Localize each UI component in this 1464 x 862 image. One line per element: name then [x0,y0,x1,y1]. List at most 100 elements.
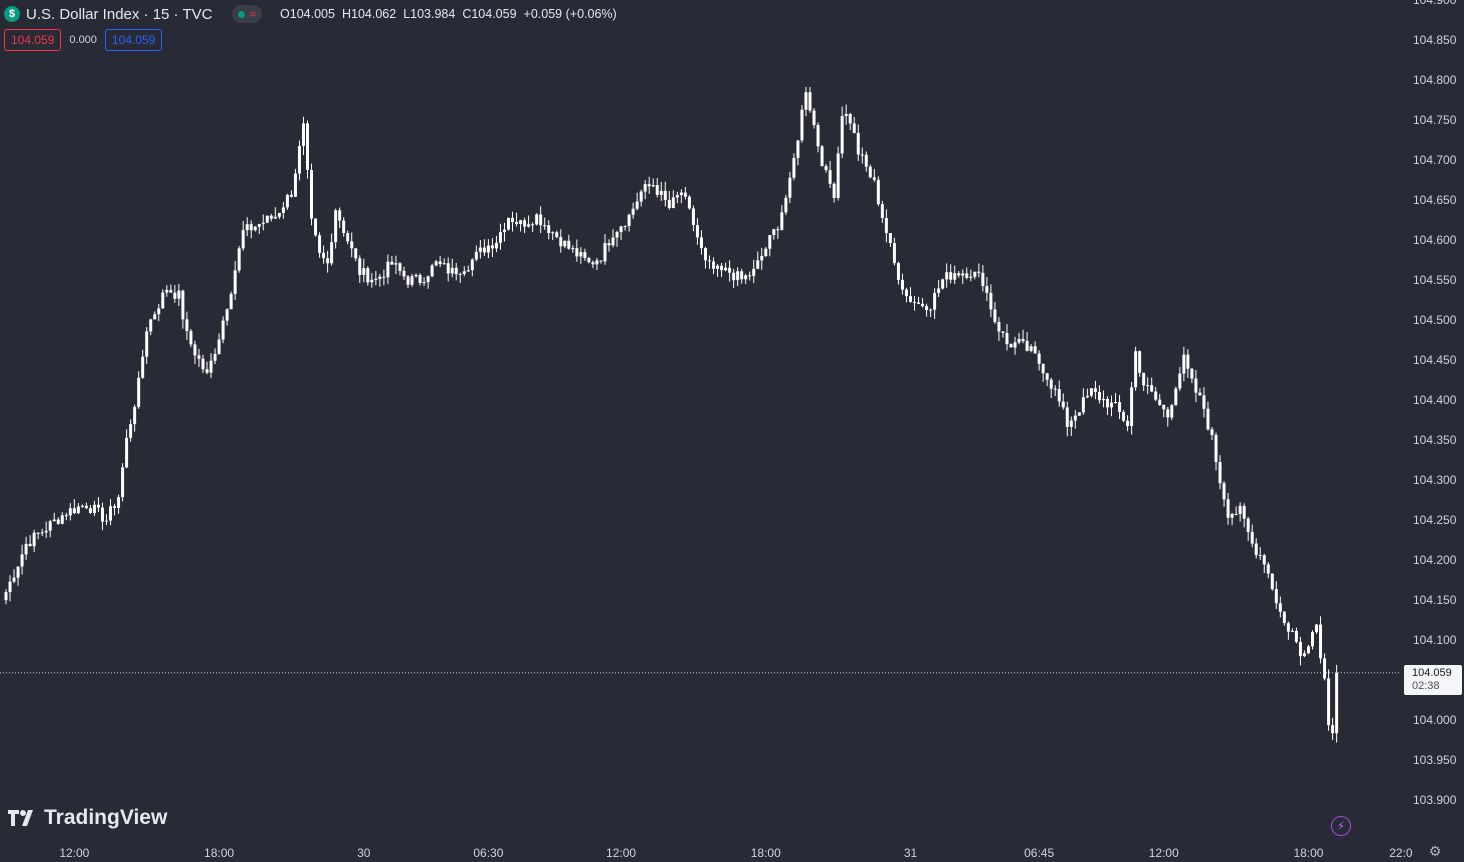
symbol-header: $ U.S. Dollar Index · 15 · TVC ≈ O104.00… [4,3,617,25]
candle-body [816,124,820,147]
y-tick-label: 104.750 [1413,113,1457,127]
candle-body [1089,388,1093,396]
candle-body [651,185,655,187]
tradingview-logo[interactable]: TradingView [8,806,167,830]
candle-body [953,273,957,280]
y-tick-label: 104.200 [1413,553,1457,567]
candle-body [12,577,16,582]
candle-body [977,271,981,273]
lightning-icon[interactable]: ⚡ [1331,816,1351,836]
candle-body [852,123,856,133]
x-tick-label: 18:00 [751,846,781,860]
candle-body [1226,499,1230,518]
candle-body [1230,513,1234,518]
candle-body [273,216,277,219]
candle-body [587,258,591,263]
symbol-title[interactable]: U.S. Dollar Index · 15 · TVC [26,5,213,23]
candle-body [607,243,611,246]
candle-body [1134,351,1138,388]
candle-body [165,289,169,293]
candle-body [354,248,358,259]
candle-body [957,273,961,276]
candle-body [117,497,121,508]
candle-body [635,201,639,209]
candle-body [157,308,161,315]
candle-body [884,217,888,234]
candle-body [929,309,933,311]
candle-body [961,273,965,276]
sell-button[interactable]: 104.059 [4,29,62,51]
candle-body [760,255,764,261]
candle-body [611,237,615,246]
candle-body [241,230,245,249]
ohlc-values: O104.005 H104.062 L103.984 C104.059 +0.0… [280,7,617,21]
candle-body [68,508,72,516]
y-tick-label: 104.450 [1413,353,1457,367]
candle-body [1319,624,1323,659]
candle-body [466,270,470,272]
candle-body [229,293,233,310]
candle-body [1150,385,1154,392]
candle-body [1174,388,1178,406]
candle-body [1298,641,1302,657]
candle-body [177,290,181,299]
candle-body [326,258,330,264]
status-pills[interactable]: ≈ [232,5,263,23]
candle-body [989,292,993,310]
candle-body [659,190,663,195]
candle-body [1278,603,1282,612]
candle-body [84,505,88,509]
candle-body [511,217,515,223]
candle-body [338,210,342,221]
candle-body [1154,391,1158,400]
last-price-value: 104.059 [1412,667,1452,679]
candle-body [639,191,643,202]
candle-body [575,248,579,257]
candle-body [868,166,872,178]
candle-body [969,276,973,278]
candle-body [462,271,466,274]
candle-body [76,506,80,514]
candle-body [1029,346,1033,351]
candle-body [121,467,125,498]
candle-body [752,268,756,277]
tradingview-logo-icon [8,810,33,826]
time-axis[interactable]: 12:00 18:00 30 06:30 12:00 18:00 31 06:45 12:00 1… [59,846,1413,860]
candle-body [1126,420,1130,427]
gear-icon[interactable]: ⚙ [1428,843,1442,859]
candle-body [744,275,748,280]
candle-body [1327,678,1331,726]
candle-body [828,170,832,184]
dollar-icon[interactable]: $ [4,6,20,22]
candle-body [571,248,575,250]
candle-body [209,360,213,373]
candle-body [900,279,904,290]
candle-body [667,199,671,209]
candle-body [1105,398,1109,408]
candle-body [748,275,752,277]
candle-body [643,184,647,192]
candle-body [736,271,740,281]
y-tick-label: 104.800 [1413,73,1457,87]
candle-body [213,353,217,361]
candle-body [330,242,334,264]
candle-body [293,173,297,197]
candle-body [285,194,289,208]
candle-body [1311,632,1314,647]
price-axis[interactable]: 104.900 104.850 104.800 104.750 104.700 104.6… [1413,0,1457,807]
candle-body [474,251,478,260]
candle-body [378,276,382,279]
candle-body [993,309,997,322]
candle-body [406,276,410,285]
candle-body [764,248,768,256]
candle-body [671,197,675,209]
candle-body [253,226,257,231]
candle-body [695,225,699,238]
candle-body [619,226,623,233]
candle-body [880,204,884,218]
candle-body [1021,339,1025,341]
candle-body [627,214,631,227]
buy-button[interactable]: 104.059 [104,29,163,51]
candle-body [306,123,309,171]
